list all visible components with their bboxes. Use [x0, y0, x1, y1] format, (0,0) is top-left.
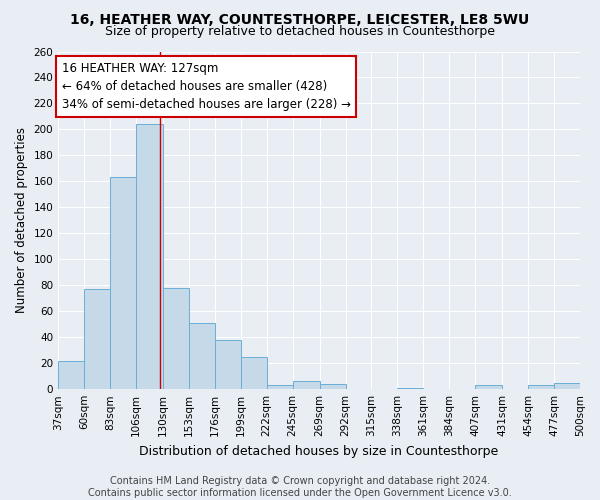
Bar: [110, 178, 136, 389]
Bar: [397, 388, 424, 389]
Bar: [189, 323, 215, 389]
Text: Size of property relative to detached houses in Countesthorpe: Size of property relative to detached ho…: [105, 24, 495, 38]
Bar: [320, 384, 346, 389]
Bar: [163, 288, 189, 389]
Y-axis label: Number of detached properties: Number of detached properties: [15, 128, 28, 314]
Text: 16 HEATHER WAY: 127sqm
← 64% of detached houses are smaller (428)
34% of semi-de: 16 HEATHER WAY: 127sqm ← 64% of detached…: [62, 62, 350, 111]
Text: Contains HM Land Registry data © Crown copyright and database right 2024.
Contai: Contains HM Land Registry data © Crown c…: [88, 476, 512, 498]
Bar: [554, 382, 580, 389]
Bar: [136, 124, 163, 389]
Bar: [293, 382, 320, 389]
X-axis label: Distribution of detached houses by size in Countesthorpe: Distribution of detached houses by size …: [139, 444, 499, 458]
Text: 16, HEATHER WAY, COUNTESTHORPE, LEICESTER, LE8 5WU: 16, HEATHER WAY, COUNTESTHORPE, LEICESTE…: [70, 12, 530, 26]
Bar: [84, 289, 110, 389]
Bar: [58, 360, 84, 389]
Bar: [241, 356, 266, 389]
Bar: [528, 386, 554, 389]
Bar: [215, 340, 241, 389]
Bar: [475, 386, 502, 389]
Bar: [266, 386, 293, 389]
